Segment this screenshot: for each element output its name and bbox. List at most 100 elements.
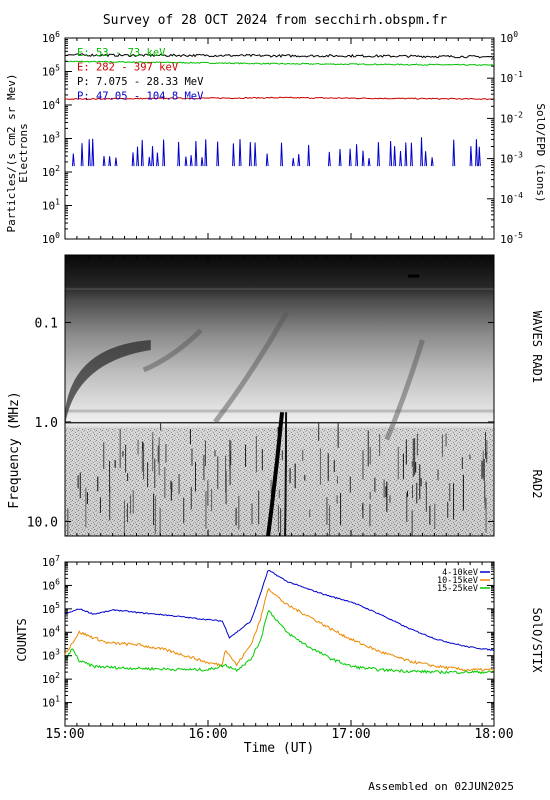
rad2-streak [336,495,338,504]
rad2-streak [406,490,408,497]
rad2-streak [245,444,247,467]
rad2-streak [171,481,173,493]
freq-tick-label: 0.1 [35,316,58,331]
rad2-streak [402,453,404,480]
rad2-label: RAD2 [530,470,544,499]
epd-series-p-high [72,137,481,167]
epd-ylabel-left-sub: Electrons [17,123,30,183]
rad2-streak [230,440,232,466]
rad2-streak [258,490,260,525]
stix-series-line [64,609,495,675]
rad2-streak [445,433,447,447]
rad2-streak [170,480,172,489]
stix-ytick-label-exp: 6 [55,577,60,586]
rad2-streak [349,476,351,493]
epd-legend: E: 53 - 73 keV E: 282 - 397 keV P: 7.075 -… [77,47,204,103]
epd-series-line [64,96,494,101]
epd-ytick-right-label: 10-2 [500,110,523,125]
rad2-streak [309,509,311,518]
rad2-streak [413,443,415,470]
time-tick-label: 18:00 [474,727,513,742]
rad2-streak [191,448,193,466]
rad2-streak [160,423,162,431]
spectrogram-marks [65,274,494,536]
rad2-streak [486,440,488,455]
epd-ylabel-right: SolO/EPD (ions) [534,103,547,202]
rad2-streak [123,500,125,536]
rad2-streak [411,461,413,467]
rad2-streak [152,440,154,459]
waves-ylabel: Frequency (MHz) [7,391,22,508]
rad2-streak [211,489,213,512]
rad2-streak [141,450,143,472]
time-tick-label: 15:00 [45,727,84,742]
rad2-streak [170,486,172,501]
epd-legend-entry: E: 53 - 73 keV [77,47,166,59]
rad2-streak [122,451,124,457]
stix-series-group [64,569,495,675]
rad2-streak [416,433,418,456]
stix-axes-group: 101 102 103 104 105 106 107 15:00 16:00 17:00 18:0… [42,554,514,742]
stix-ytick-label: 103 [42,648,60,663]
burst-drift [142,328,203,373]
rad2-streak [416,482,418,504]
epd-ytick-left-label: 105 [42,64,60,79]
burst-drift [65,339,151,426]
rad2-streak [383,479,385,498]
rad2-streak [369,491,371,500]
stix-ytick-label-exp: 7 [55,554,60,563]
epd-panel: 10010110210310410510610-510-410-310-210-… [5,30,547,246]
epd-ytick-right-label: 100 [500,30,518,45]
rad2-streak [415,461,417,473]
rad2-streak [397,446,399,480]
rad2-streak [178,474,180,494]
rad2-streak [225,471,227,505]
stix-plot-area [64,561,495,727]
rad2-streak [302,449,304,461]
rad2-streak [277,504,279,532]
rad2-streak [203,454,205,480]
rad2-streak [484,497,486,509]
rad2-streak [217,456,219,490]
epd-ytick-left-label-exp: 4 [55,97,60,106]
spectrogram-dark-spot [408,274,420,278]
epd-series-group [64,53,495,167]
stix-panel: 101 102 103 104 105 106 107 15:00 16:00 17:00 18:0… [15,554,544,756]
rad2-streak [484,481,486,503]
epd-plot-area [64,37,495,240]
rad2-streak [441,434,443,457]
epd-ytick-left-label-exp: 5 [55,64,60,73]
freq-tick-label: 10.0 [27,515,58,530]
rad2-streak [238,496,240,530]
epd-ytick-left-label: 103 [42,131,60,146]
rad2-streak [235,507,237,526]
stix-ytick-label: 101 [42,695,60,710]
rad2-streak [405,446,407,464]
rad2-streak [327,453,329,482]
epd-ytick-left-label-exp: 1 [55,198,60,207]
rad2-streak [319,448,321,485]
rad2-streak [481,460,483,480]
rad2-streak [406,492,408,522]
stix-ytick-label: 106 [42,577,60,592]
epd-legend-entry: P: 47.05 - 104.8 MeV [77,91,204,103]
time-tick-label: 16:00 [188,727,227,742]
spectrogram-band [65,409,494,413]
rad2-streak [379,434,381,456]
rad2-streak [147,462,149,488]
rad2-streak [119,428,121,469]
epd-ytick-left-label-exp: 3 [55,131,60,140]
burst-type3 [266,412,285,536]
rad2-streak [251,503,253,525]
rad2-streak [205,490,207,529]
rad2-streak [420,477,422,487]
time-tick-label: 17:00 [331,727,370,742]
epd-ytick-left-label: 102 [42,164,60,179]
rad2-streak [165,444,167,463]
stix-series-line [64,587,495,672]
stix-ytick-label-exp: 4 [55,624,60,633]
epd-ytick-right-label-exp: -2 [513,110,523,119]
waves-panel: 0.1 1.0 10.0 Frequency (MHz) WAVES RAD1 RA… [7,254,544,537]
rad2-streak [386,481,388,512]
rad2-streak [79,472,81,499]
